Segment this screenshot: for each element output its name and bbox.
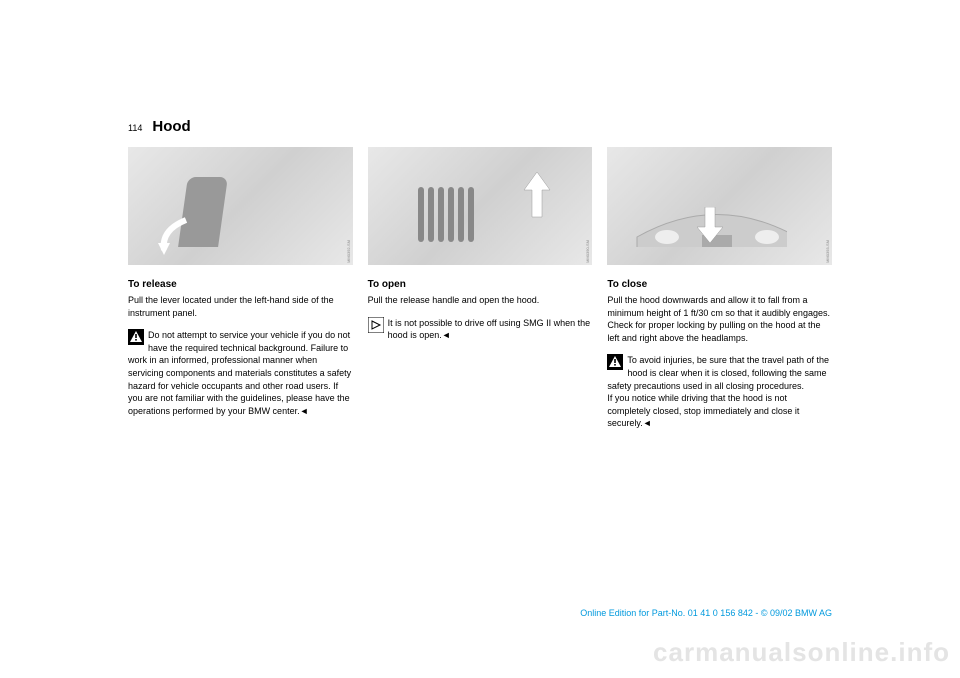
end-marker: ◄ xyxy=(442,330,451,340)
illustration-open: MM0390-SM xyxy=(368,147,593,265)
heading-open: To open xyxy=(368,279,593,290)
note-text-close: To avoid injuries, be sure that the trav… xyxy=(607,355,829,428)
up-arrow-icon xyxy=(522,172,552,222)
body-release: Pull the lever located under the left-ha… xyxy=(128,294,353,319)
column-open: MM0390-SM To open Pull the release handl… xyxy=(368,147,593,440)
body-close: Pull the hood downwards and allow it to … xyxy=(607,294,832,344)
footer-text: Online Edition for Part-No. 01 41 0 156 … xyxy=(580,608,832,618)
body-open: Pull the release handle and open the hoo… xyxy=(368,294,593,307)
note-text-release: Do not attempt to service your vehicle i… xyxy=(128,330,351,416)
note-release: Do not attempt to service your vehicle i… xyxy=(128,329,353,417)
watermark: carmanualsonline.info xyxy=(653,637,950,668)
illustration-close: MM0393-SM xyxy=(607,147,832,265)
column-close: MM0393-SM To close Pull the hood downwar… xyxy=(607,147,832,440)
note-text-open: It is not possible to drive off using SM… xyxy=(388,318,590,341)
end-marker: ◄ xyxy=(643,418,652,428)
warning-triangle-icon xyxy=(128,329,144,345)
info-arrow-icon xyxy=(368,317,384,333)
illust-label: MM0392-SM xyxy=(346,240,351,263)
page-number: 114 xyxy=(128,123,142,133)
column-release: MM0392-SM To release Pull the lever loca… xyxy=(128,147,353,440)
page-title: Hood xyxy=(152,118,190,135)
heading-close: To close xyxy=(607,279,832,290)
warning-triangle-icon xyxy=(607,354,623,370)
header-row: 114 Hood xyxy=(128,118,832,135)
down-arrow-icon xyxy=(697,207,723,243)
illust-label: MM0390-SM xyxy=(585,240,590,263)
curved-arrow-icon xyxy=(156,215,196,255)
grille-shape xyxy=(418,187,478,242)
end-marker: ◄ xyxy=(300,406,309,416)
note-open: It is not possible to drive off using SM… xyxy=(368,317,593,342)
illust-label: MM0393-SM xyxy=(825,240,830,263)
columns: MM0392-SM To release Pull the lever loca… xyxy=(128,147,832,440)
illustration-release: MM0392-SM xyxy=(128,147,353,265)
note-close: To avoid injuries, be sure that the trav… xyxy=(607,354,832,430)
heading-release: To release xyxy=(128,279,353,290)
page: 114 Hood MM0392-SM To release Pull the l… xyxy=(0,0,960,480)
